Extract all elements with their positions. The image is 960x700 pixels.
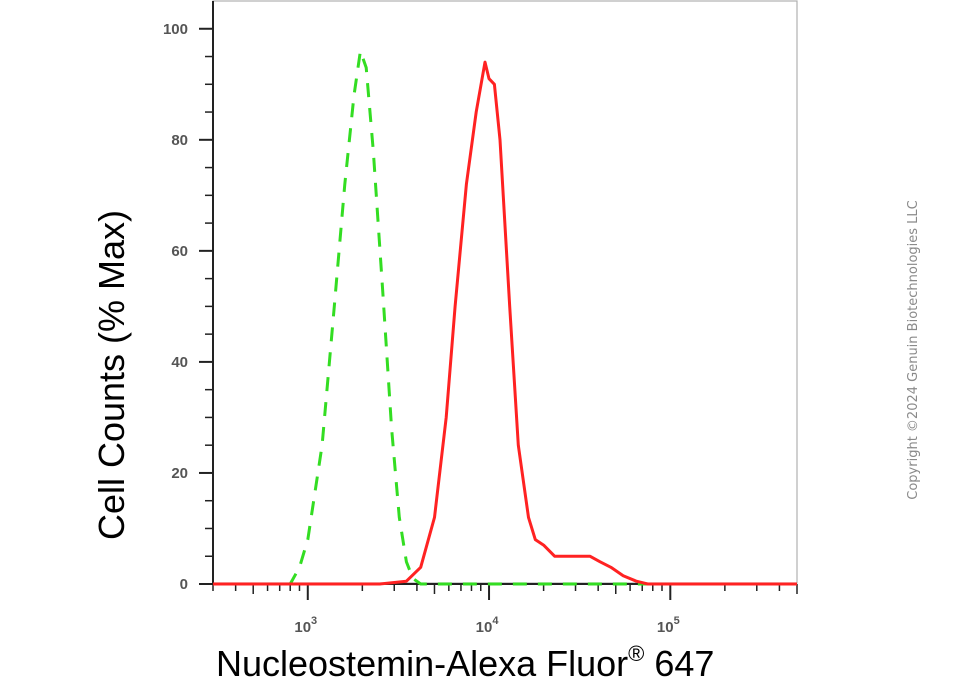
x-axis-title-superscript: ® xyxy=(628,641,644,666)
y-axis-title: Cell Counts (% Max) xyxy=(91,210,132,540)
copyright-watermark: Copyright ©2024 Genuin Biotechnologies L… xyxy=(906,200,921,499)
y-tick-label: 20 xyxy=(171,465,188,482)
x-tick-label: 105 xyxy=(657,615,680,636)
control-series-line xyxy=(213,49,797,586)
x-tick-label: 104 xyxy=(476,615,500,636)
x-tick-label: 103 xyxy=(294,615,317,636)
x-axis-title: Nucleostemin-Alexa Fluor® 647 xyxy=(216,641,714,684)
y-tick-label: 100 xyxy=(163,21,188,38)
axis-ticks xyxy=(199,27,798,600)
x-axis-title-main: Nucleostemin-Alexa Fluor xyxy=(216,643,628,684)
plot-frame xyxy=(212,0,798,584)
y-tick-label: 60 xyxy=(171,243,188,260)
stained-series-line xyxy=(213,60,797,586)
tick-labels: 0 20 40 60 80 100 103 104 105 xyxy=(163,21,680,636)
y-tick-label: 80 xyxy=(171,132,188,149)
y-tick-label: 40 xyxy=(171,354,188,371)
series-group xyxy=(213,49,797,586)
x-axis-title-suffix: 647 xyxy=(644,643,714,684)
y-tick-label: 0 xyxy=(180,576,188,593)
